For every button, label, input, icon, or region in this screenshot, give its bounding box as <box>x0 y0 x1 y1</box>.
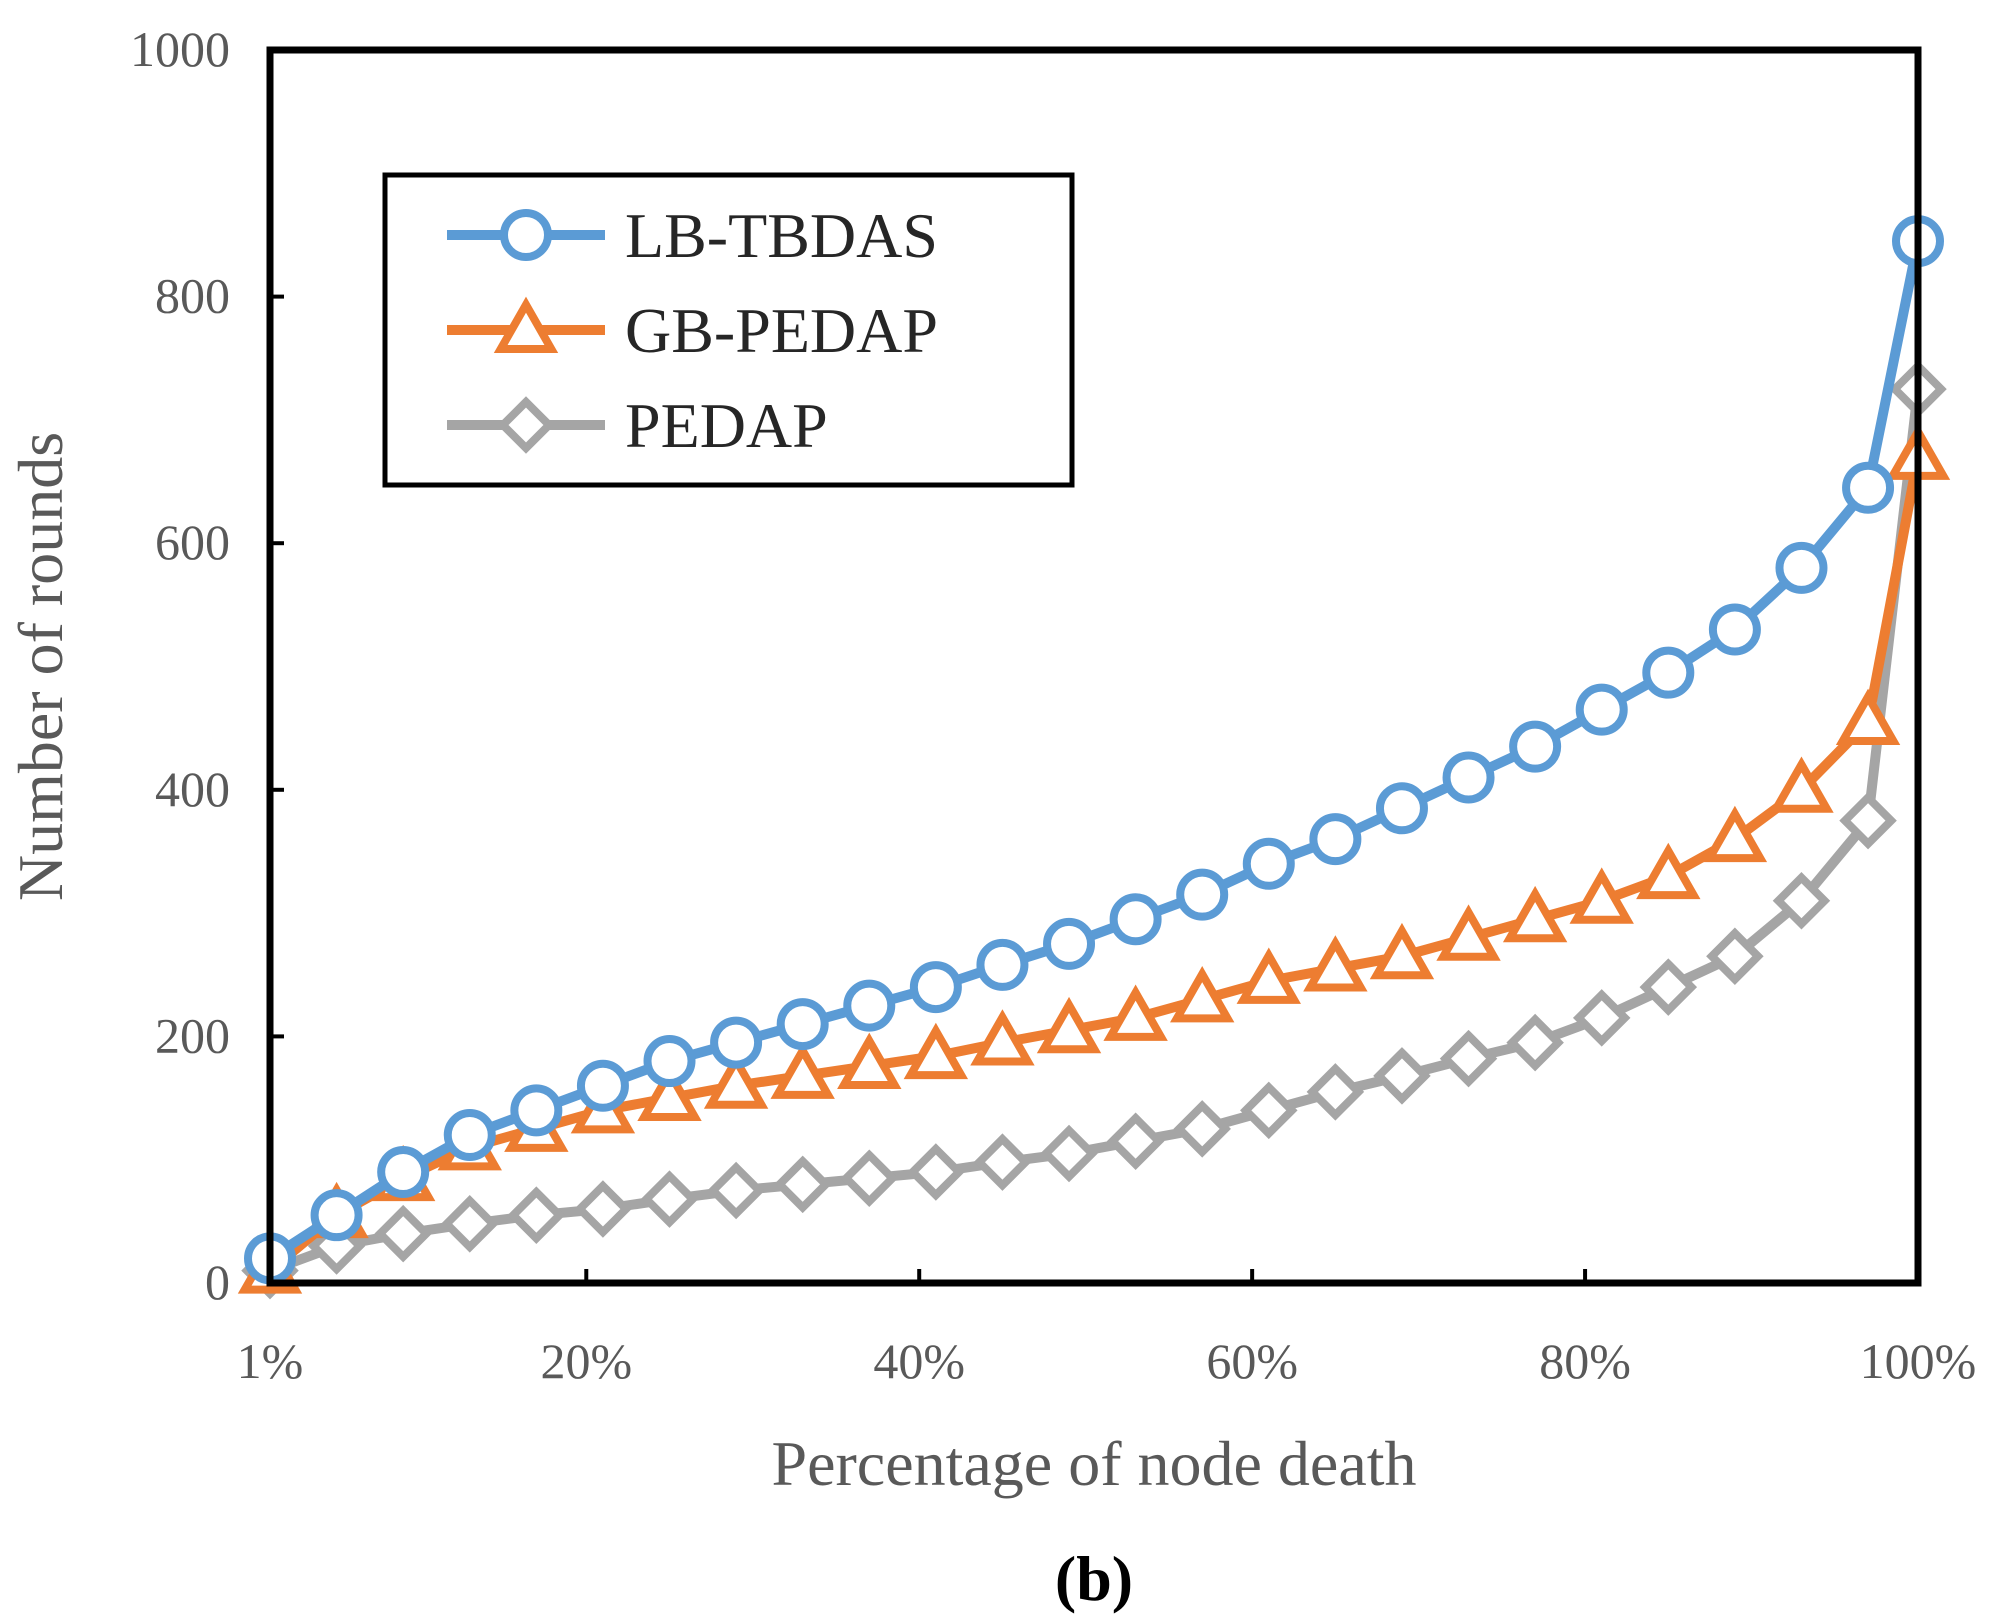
data-point-lb-tbdas <box>1375 782 1428 835</box>
data-point-lb-tbdas <box>1708 603 1761 656</box>
data-point-gb-pedap <box>1036 996 1102 1054</box>
figure-caption: (b) <box>1055 1543 1133 1614</box>
data-point-pedap <box>441 1195 499 1253</box>
data-point-lb-tbdas <box>1842 461 1895 514</box>
data-point-gb-pedap <box>1103 984 1168 1041</box>
data-point-lb-tbdas <box>710 1016 763 1069</box>
legend: LB-TBDAS GB-PEDAP PEDAP <box>382 172 1075 488</box>
data-point-lb-tbdas <box>1442 751 1495 804</box>
data-point-lb-tbdas <box>443 1109 496 1162</box>
data-point-gb-pedap <box>1303 935 1368 992</box>
legend-marker <box>497 396 555 454</box>
data-point-lb-tbdas <box>1509 720 1562 773</box>
y-tick-label: 400 <box>155 761 230 817</box>
data-point-gb-pedap <box>1636 842 1701 900</box>
data-point-lb-tbdas <box>576 1059 629 1112</box>
y-axis-title: Number of rounds <box>5 432 76 901</box>
data-point-gb-pedap <box>1769 756 1834 813</box>
data-point-pedap <box>507 1186 566 1244</box>
data-point-pedap <box>1306 1063 1365 1121</box>
data-point-pedap <box>574 1180 632 1238</box>
data-point-pedap <box>1506 1013 1564 1072</box>
data-point-pedap <box>1240 1081 1298 1140</box>
data-point-lb-tbdas <box>843 979 896 1032</box>
data-point-pedap <box>773 1155 832 1214</box>
series-lb-tbdas <box>244 215 1944 1285</box>
data-point-lb-tbdas <box>1242 837 1295 890</box>
y-tick-label: 1000 <box>130 21 230 77</box>
data-point-gb-pedap <box>1170 966 1235 1023</box>
legend-label: GB-PEDAP <box>625 295 938 366</box>
x-tick-label: 100% <box>1860 1333 1977 1389</box>
data-point-gb-pedap <box>1369 922 1435 980</box>
data-point-pedap <box>1639 958 1698 1016</box>
data-point-pedap <box>1839 791 1897 850</box>
x-axis-title: Percentage of node death <box>771 1428 1416 1499</box>
tick-layer: 0 200 400 600 800 1000 1% 20% 40% 60% 80% 100% <box>130 21 1976 1389</box>
legend-marker <box>500 209 552 261</box>
data-point-lb-tbdas <box>1309 813 1362 866</box>
x-tick-label: 1% <box>237 1333 304 1389</box>
legend-marker <box>493 296 559 353</box>
data-point-pedap <box>907 1143 965 1201</box>
x-tick-label: 80% <box>1539 1333 1631 1389</box>
data-point-gb-pedap <box>1436 904 1501 961</box>
legend-item: LB-TBDAS <box>447 200 938 271</box>
legend-item: PEDAP <box>447 390 828 461</box>
data-point-pedap <box>1373 1047 1431 1105</box>
data-point-pedap <box>1106 1112 1165 1170</box>
y-tick-label: 800 <box>155 268 230 324</box>
y-tick-label: 200 <box>155 1007 230 1063</box>
data-point-lb-tbdas <box>377 1146 430 1199</box>
data-point-lb-tbdas <box>1642 646 1695 699</box>
data-point-lb-tbdas <box>1109 893 1162 946</box>
legend-label: PEDAP <box>625 390 828 461</box>
data-point-pedap <box>1772 872 1831 930</box>
data-point-lb-tbdas <box>1043 917 1096 970</box>
data-point-lb-tbdas <box>310 1189 363 1242</box>
data-point-lb-tbdas <box>643 1035 696 1088</box>
data-point-lb-tbdas <box>1176 868 1229 921</box>
data-point-gb-pedap <box>1702 805 1768 863</box>
plot-area-frame <box>266 46 1922 1287</box>
data-point-pedap <box>1040 1124 1098 1183</box>
data-point-gb-pedap <box>770 1042 835 1099</box>
data-point-lb-tbdas <box>510 1084 563 1137</box>
data-point-gb-pedap <box>903 1022 969 1080</box>
data-point-pedap <box>707 1161 765 1220</box>
data-point-lb-tbdas <box>1575 683 1628 736</box>
data-point-gb-pedap <box>1835 688 1901 745</box>
data-point-pedap <box>374 1204 432 1263</box>
data-point-gb-pedap <box>1502 885 1568 943</box>
data-point-pedap <box>307 1217 366 1275</box>
y-tick-label: 600 <box>155 514 230 570</box>
data-point-gb-pedap <box>970 1009 1035 1066</box>
data-point-pedap <box>1439 1029 1498 1088</box>
x-tick-label: 60% <box>1206 1333 1298 1389</box>
series-layer <box>237 215 1951 1300</box>
data-point-gb-pedap <box>1569 867 1634 924</box>
data-point-pedap <box>840 1149 899 1207</box>
data-point-pedap <box>1706 927 1764 986</box>
x-tick-label: 40% <box>873 1333 965 1389</box>
data-point-gb-pedap <box>837 1032 902 1089</box>
data-point-gb-pedap <box>703 1052 769 1109</box>
data-point-pedap <box>1572 989 1631 1047</box>
data-point-pedap <box>973 1133 1032 1191</box>
data-point-pedap <box>1173 1100 1231 1158</box>
data-point-lb-tbdas <box>776 998 829 1051</box>
y-tick-label: 0 <box>205 1254 230 1310</box>
data-point-lb-tbdas <box>1775 541 1828 594</box>
data-point-gb-pedap <box>637 1064 702 1122</box>
data-point-gb-pedap <box>1236 947 1301 1004</box>
legend-label: LB-TBDAS <box>625 200 938 271</box>
data-point-lb-tbdas <box>909 961 962 1014</box>
data-point-pedap <box>640 1170 699 1228</box>
x-tick-label: 20% <box>540 1333 632 1389</box>
legend-item: GB-PEDAP <box>447 295 938 366</box>
data-point-lb-tbdas <box>976 938 1029 991</box>
